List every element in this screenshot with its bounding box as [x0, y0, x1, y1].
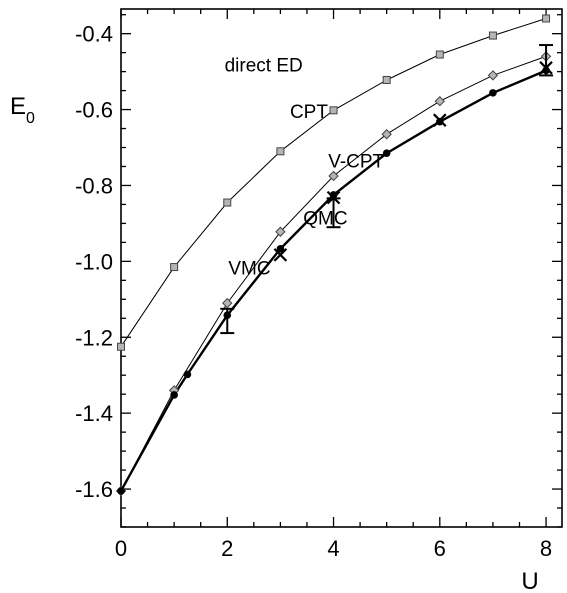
series-markers: [115, 14, 554, 497]
y-axis-title: E0: [10, 93, 35, 127]
cpt-point: [328, 170, 339, 182]
cpt-point: [381, 129, 392, 140]
direct-ed-point: [382, 75, 391, 84]
x-tick-label: 2: [221, 536, 233, 561]
direct-ed-point: [488, 31, 497, 40]
vmc-point: [273, 248, 288, 262]
direct-ed-point: [276, 147, 285, 156]
ticks: 0 2 4 6 8 -1.6 -1.4 -1.2 -1.0 -0.8 -0.6 -0.4: [75, 9, 562, 561]
v-cpt-point: [183, 370, 192, 379]
y-tick-label: -0.6: [75, 98, 113, 123]
v-cpt-line: [119, 69, 547, 492]
cpt-point: [275, 226, 286, 237]
qmc-errorbar: [539, 44, 554, 77]
x-tick-label: 8: [540, 536, 552, 561]
direct-ed-point: [223, 198, 232, 207]
v-cpt-point: [489, 89, 497, 97]
cpt-line: [120, 55, 547, 492]
v-cpt-point: [170, 391, 178, 399]
direct-ed-point: [117, 342, 125, 351]
y-tick-label: -1.0: [75, 249, 113, 274]
y-tick-label: -0.4: [75, 22, 113, 47]
direct-ed-point: [435, 50, 444, 59]
direct-ed-point: [542, 14, 551, 23]
cpt-point: [434, 96, 446, 107]
v-cpt-label: V-CPT: [328, 152, 384, 173]
x-axis-title: U: [521, 568, 538, 593]
y-tick-label: -1.2: [75, 325, 113, 350]
vmc-point: [433, 113, 447, 127]
direct-ed-label: direct ED: [225, 56, 303, 77]
cpt-point: [487, 70, 499, 81]
vmc-label: VMC: [228, 259, 270, 280]
cpt-label: CPT: [290, 102, 328, 123]
v-cpt-point: [382, 149, 391, 158]
y-tick-label: -1.4: [75, 401, 113, 426]
y-axis-title-sub: 0: [26, 110, 35, 127]
direct-ed-point: [329, 106, 338, 115]
qmc-errorbar: [220, 307, 235, 335]
annotations: direct ED CPT V-CPT QMC VMC: [225, 56, 385, 280]
y-tick-label: -0.8: [75, 173, 113, 198]
plot-frame: [120, 8, 563, 528]
v-cpt-point: [276, 245, 285, 253]
v-cpt-point: [117, 487, 125, 495]
x-tick-label: 6: [434, 536, 446, 561]
qmc-label: QMC: [303, 209, 347, 230]
x-tick-label: 0: [115, 536, 127, 561]
y-axis-title-main: E: [10, 93, 26, 120]
direct-ed-point: [170, 263, 179, 272]
cpt-point: [222, 297, 233, 309]
series-lines: [119, 18, 547, 492]
qmc-errorbar: [326, 197, 341, 229]
y-tick-label: -1.6: [75, 477, 113, 502]
direct-ed-line: [120, 18, 547, 347]
x-tick-label: 4: [327, 536, 339, 561]
